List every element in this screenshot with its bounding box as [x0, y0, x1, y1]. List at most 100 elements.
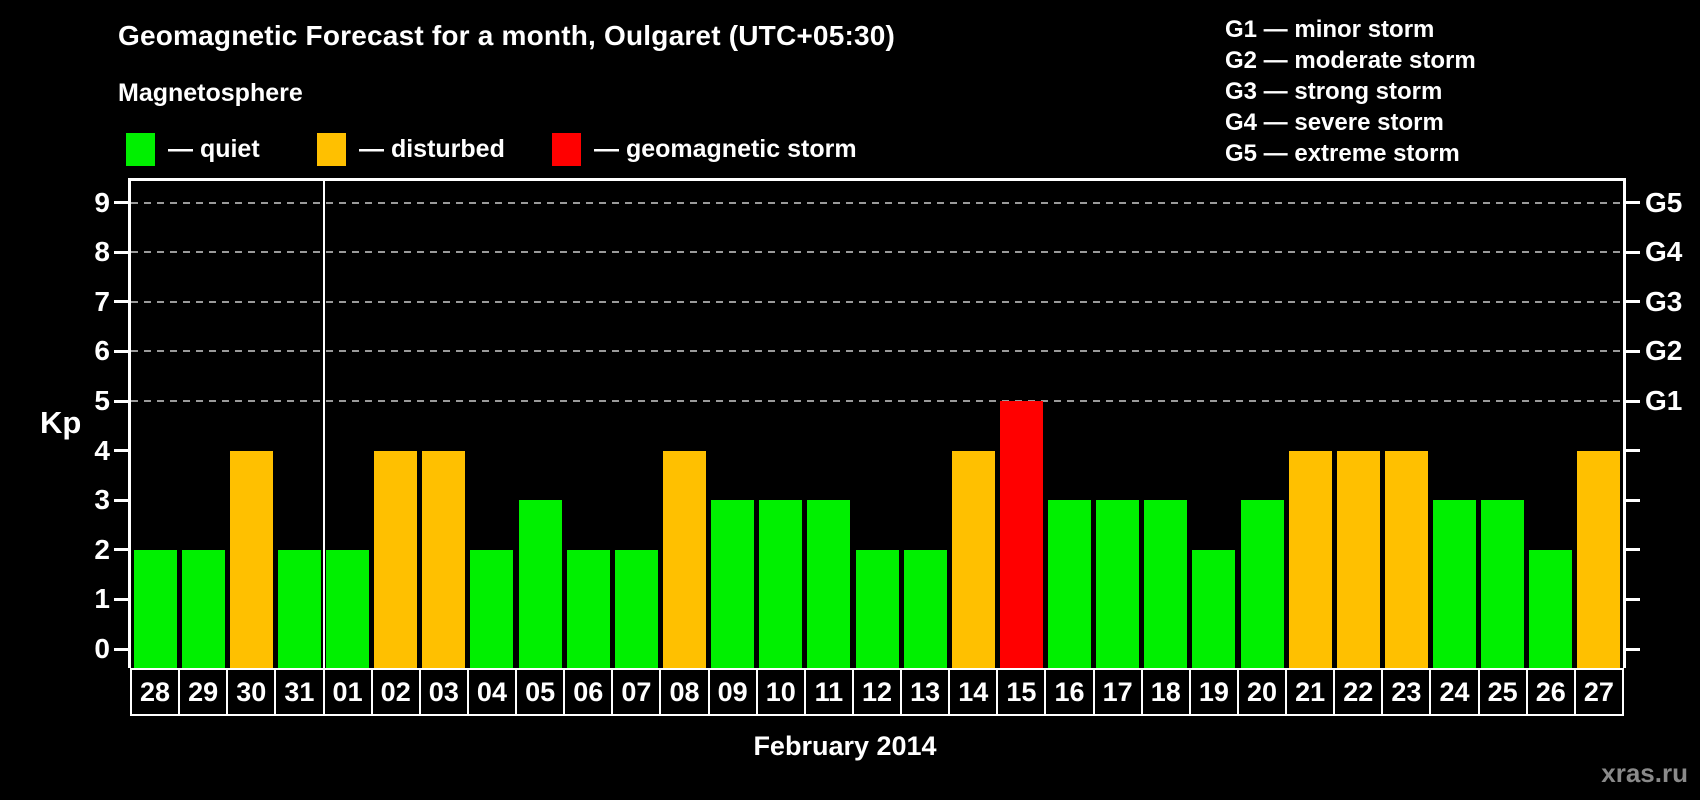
kp-bar-day-20 — [1240, 500, 1284, 668]
y-axis-label-2: 2 — [94, 533, 110, 565]
day-label-15: 15 — [996, 668, 1047, 716]
y-axis-tick-left — [114, 250, 128, 254]
kp-bar-day-22 — [1336, 450, 1380, 668]
day-label-01: 01 — [322, 668, 373, 716]
y-axis-tick-left — [114, 449, 128, 453]
day-label-13: 13 — [900, 668, 951, 716]
month-separator-line — [322, 181, 325, 668]
y-axis-tick-right — [1626, 201, 1640, 205]
kp-bar-day-31 — [277, 549, 321, 668]
day-label-29: 29 — [178, 668, 229, 716]
y-axis-label-3: 3 — [94, 484, 110, 516]
legend-item-label: — quiet — [168, 135, 260, 163]
kp-bar-day-03 — [422, 450, 466, 668]
y-axis-label-1: 1 — [94, 583, 110, 615]
magnetosphere-label: Magnetosphere — [118, 79, 303, 107]
legend-item-label: — geomagnetic storm — [594, 135, 857, 163]
day-label-19: 19 — [1188, 668, 1239, 716]
kp-bar-day-12 — [855, 549, 899, 668]
kp-bar-day-23 — [1384, 450, 1428, 668]
day-label-02: 02 — [370, 668, 421, 716]
y-axis-label-8: 8 — [94, 236, 110, 268]
day-label-31: 31 — [274, 668, 325, 716]
kp-bar-day-11 — [807, 500, 851, 668]
kp-bar-day-01 — [326, 549, 370, 668]
y-axis-tick-left — [114, 498, 128, 502]
kp-axis-title: Kp — [40, 405, 82, 440]
legend-item-disturbed: — disturbed — [317, 133, 505, 166]
kp-bar-day-13 — [903, 549, 947, 668]
gridline-kp7 — [131, 300, 1623, 303]
day-label-24: 24 — [1429, 668, 1480, 716]
g-scale-label-g3: G3 — [1645, 285, 1683, 317]
day-label-25: 25 — [1477, 668, 1528, 716]
y-axis-tick-right — [1626, 647, 1640, 651]
day-label-22: 22 — [1333, 668, 1384, 716]
storm-scale-legend: G1 — minor storm G2 — moderate storm G3 — … — [1225, 14, 1476, 169]
watermark: xras.ru — [1601, 758, 1688, 788]
kp-bar-day-02 — [374, 450, 418, 668]
chart-title: Geomagnetic Forecast for a month, Oulgar… — [118, 20, 896, 51]
storm-scale-item-g3: G3 — strong storm — [1225, 78, 1443, 105]
day-label-16: 16 — [1044, 668, 1095, 716]
day-label-23: 23 — [1381, 668, 1432, 716]
kp-bar-day-18 — [1144, 500, 1188, 668]
day-label-20: 20 — [1236, 668, 1288, 716]
legend-swatch-quiet-icon — [126, 133, 155, 166]
gridline-kp9 — [131, 201, 1623, 204]
y-axis-tick-left — [114, 349, 128, 353]
day-label-26: 26 — [1525, 668, 1576, 716]
kp-bar-day-27 — [1577, 450, 1621, 668]
y-axis-label-9: 9 — [94, 186, 110, 218]
g-scale-label-g1: G1 — [1645, 385, 1683, 416]
day-label-08: 08 — [659, 668, 710, 716]
y-axis-tick-right — [1626, 349, 1640, 353]
day-label-18: 18 — [1140, 668, 1191, 716]
kp-bar-day-25 — [1481, 500, 1525, 668]
kp-bar-day-29 — [181, 549, 225, 668]
y-axis-tick-left — [114, 597, 128, 601]
kp-bar-day-08 — [662, 450, 706, 668]
kp-bar-day-04 — [470, 549, 514, 668]
kp-bar-day-15 — [999, 401, 1043, 668]
kp-bar-day-21 — [1288, 450, 1332, 668]
y-axis-tick-right — [1626, 449, 1640, 453]
y-axis-tick-left — [114, 201, 128, 205]
storm-scale-item-g4: G4 — severe storm — [1225, 109, 1444, 136]
y-axis-tick-right — [1626, 399, 1640, 403]
y-axis-label-0: 0 — [94, 633, 110, 664]
y-axis-label-7: 7 — [94, 285, 110, 317]
kp-bar-day-19 — [1192, 549, 1236, 668]
kp-bar-day-16 — [1048, 500, 1092, 668]
legend-swatch-disturbed-icon — [317, 133, 346, 166]
day-label-row: 28 29 30 31 01 02 03 04 05 06 07 08 09 10 11 12 13 14 15 16… — [130, 668, 1624, 716]
kp-bar-day-05 — [518, 500, 562, 668]
storm-scale-item-g2: G2 — moderate storm — [1225, 47, 1476, 74]
y-axis-tick-right — [1626, 250, 1640, 254]
gridline-kp5 — [131, 400, 1623, 402]
day-label-04: 04 — [466, 668, 518, 716]
y-axis-label-4: 4 — [94, 434, 110, 466]
y-axis-label-6: 6 — [94, 335, 110, 367]
kp-bar-day-24 — [1433, 500, 1477, 668]
day-label-03: 03 — [418, 668, 469, 716]
day-label-21: 21 — [1285, 668, 1336, 716]
day-label-27: 27 — [1573, 668, 1624, 716]
y-axis-tick-left — [114, 399, 128, 403]
kp-bar-day-17 — [1096, 500, 1140, 668]
y-axis-label-5: 5 — [94, 385, 110, 416]
y-axis-tick-left — [114, 647, 128, 651]
legend-item-storm: — geomagnetic storm — [552, 133, 857, 166]
day-label-07: 07 — [611, 668, 662, 716]
y-axis-tick-right — [1626, 300, 1640, 304]
legend-item-quiet: — quiet — [126, 133, 260, 166]
kp-bar-day-06 — [566, 549, 610, 668]
y-axis-tick-left — [114, 300, 128, 304]
kp-bar-day-28 — [133, 549, 177, 668]
month-label: February 2014 — [753, 731, 937, 761]
day-label-28: 28 — [130, 668, 181, 716]
kp-bar-day-09 — [711, 500, 755, 668]
kp-bar-day-07 — [614, 549, 658, 668]
day-label-06: 06 — [563, 668, 614, 716]
